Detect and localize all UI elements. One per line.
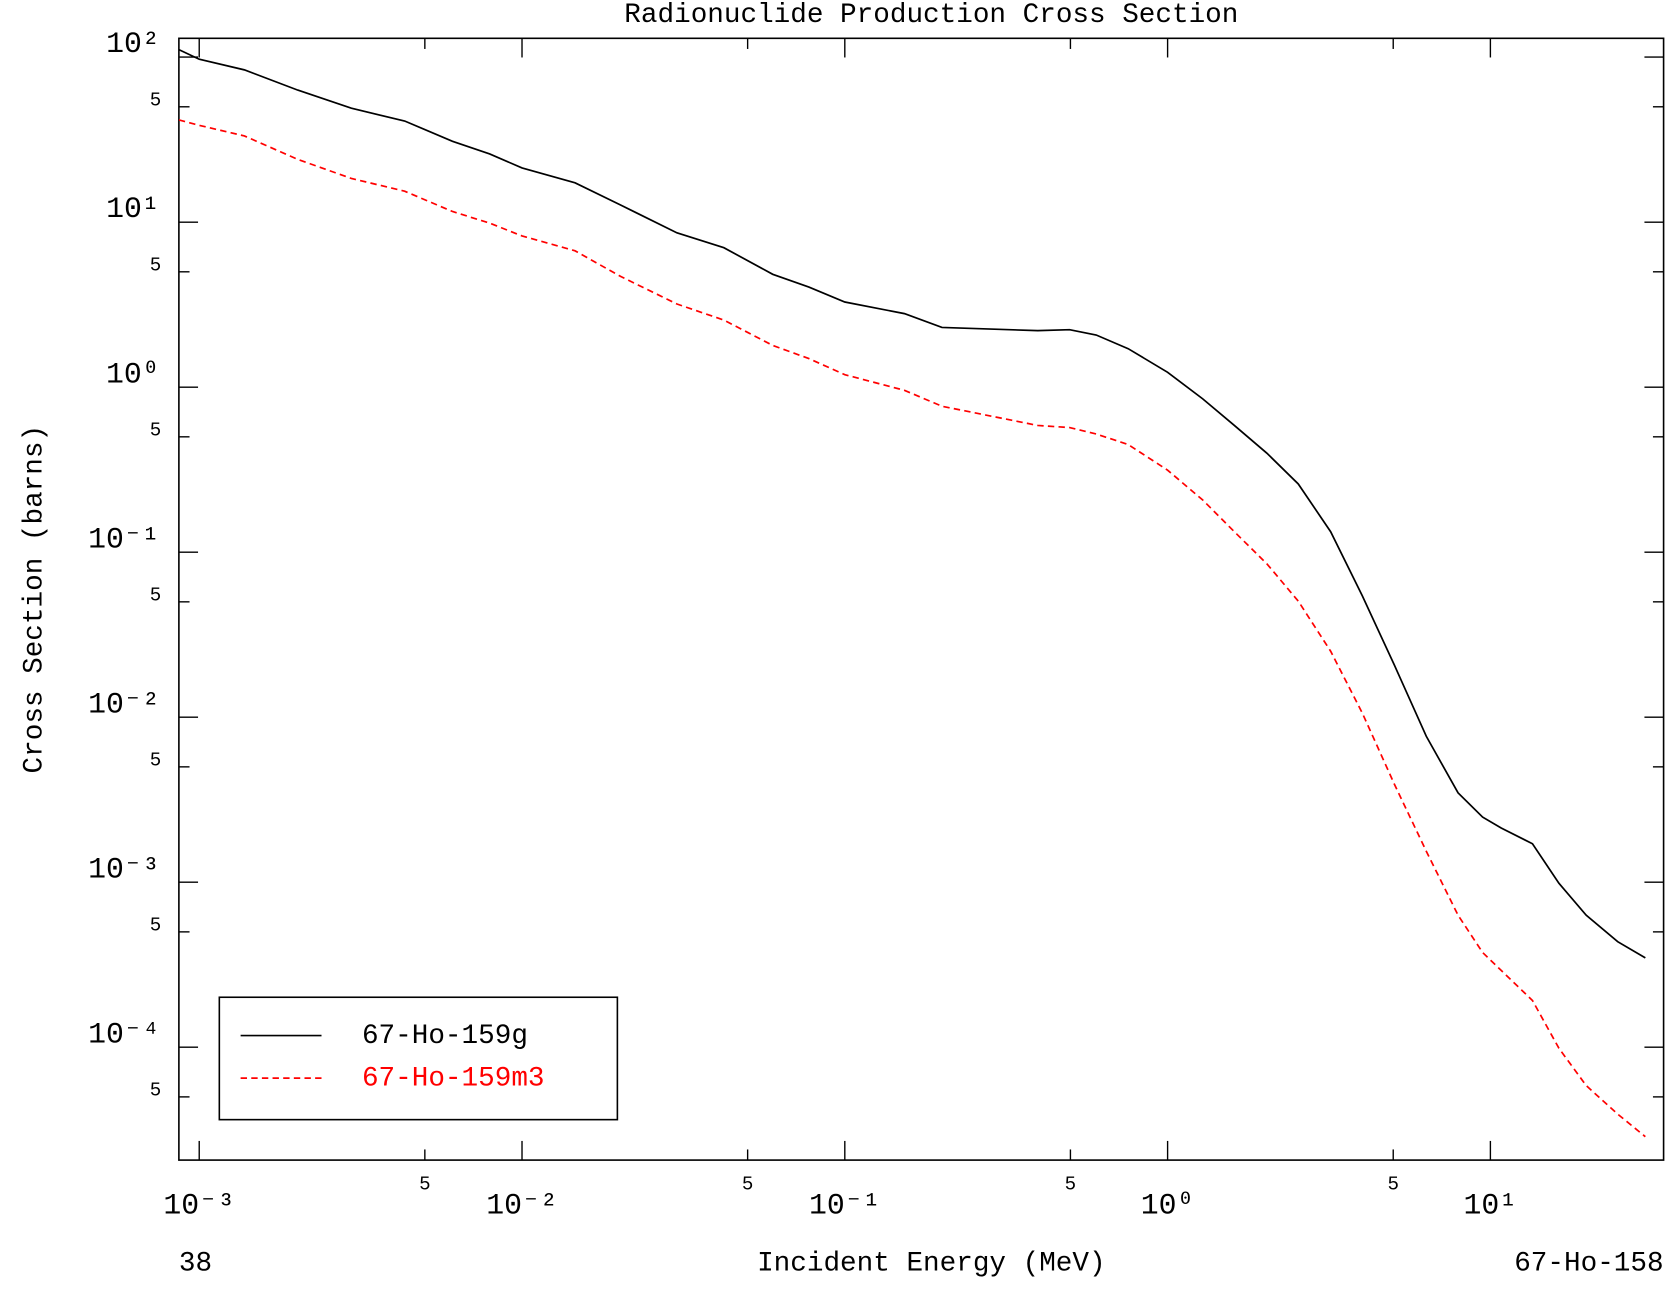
y-tick-label: 5: [150, 254, 162, 276]
plot-frame: [178, 37, 1665, 1161]
footer-left: 38: [179, 1249, 212, 1280]
data-line: [178, 48, 1646, 959]
y-tick-label: 5: [150, 750, 162, 772]
x-tick-label: 10⁻¹: [809, 1189, 881, 1223]
y-tick-label: 5: [150, 420, 162, 442]
y-tick-label: 5: [150, 89, 162, 111]
legend-label: 67-Ho-159g: [362, 1021, 528, 1052]
y-tick-label: 10¹: [106, 192, 160, 226]
x-axis-label: Incident Energy (MeV): [757, 1249, 1106, 1280]
x-tick-label: 5: [742, 1174, 753, 1196]
y-tick-label: 5: [150, 1080, 162, 1102]
x-tick-label: 10⁻³: [163, 1189, 235, 1223]
y-tick-label: 10⁰: [106, 357, 160, 391]
x-tick-label: 5: [1065, 1174, 1077, 1196]
y-axis-label: Cross Section (barns): [19, 425, 50, 774]
x-tick-label: 10⁰: [1141, 1189, 1195, 1223]
x-tick-label: 10¹: [1464, 1189, 1518, 1223]
y-tick-label: 10²: [106, 27, 160, 61]
chart-title: Radionuclide Production Cross Section: [624, 0, 1238, 31]
x-tick-label: 5: [419, 1174, 430, 1196]
data-line: [178, 119, 1646, 1138]
y-tick-label: 10⁻²: [88, 687, 160, 721]
legend-box: [218, 996, 619, 1121]
x-tick-label: 5: [1387, 1174, 1398, 1196]
y-tick-label: 10⁻³: [88, 852, 160, 886]
y-tick-label: 5: [150, 585, 162, 607]
x-tick-label: 10⁻²: [486, 1189, 558, 1223]
y-tick-label: 10⁻¹: [88, 522, 160, 556]
y-tick-label: 5: [150, 915, 162, 937]
y-tick-label: 10⁻⁴: [88, 1017, 160, 1051]
footer-right: 67-Ho-158: [1514, 1249, 1663, 1280]
legend-label: 67-Ho-159m3: [362, 1063, 545, 1094]
plot-area: [178, 48, 1646, 1138]
